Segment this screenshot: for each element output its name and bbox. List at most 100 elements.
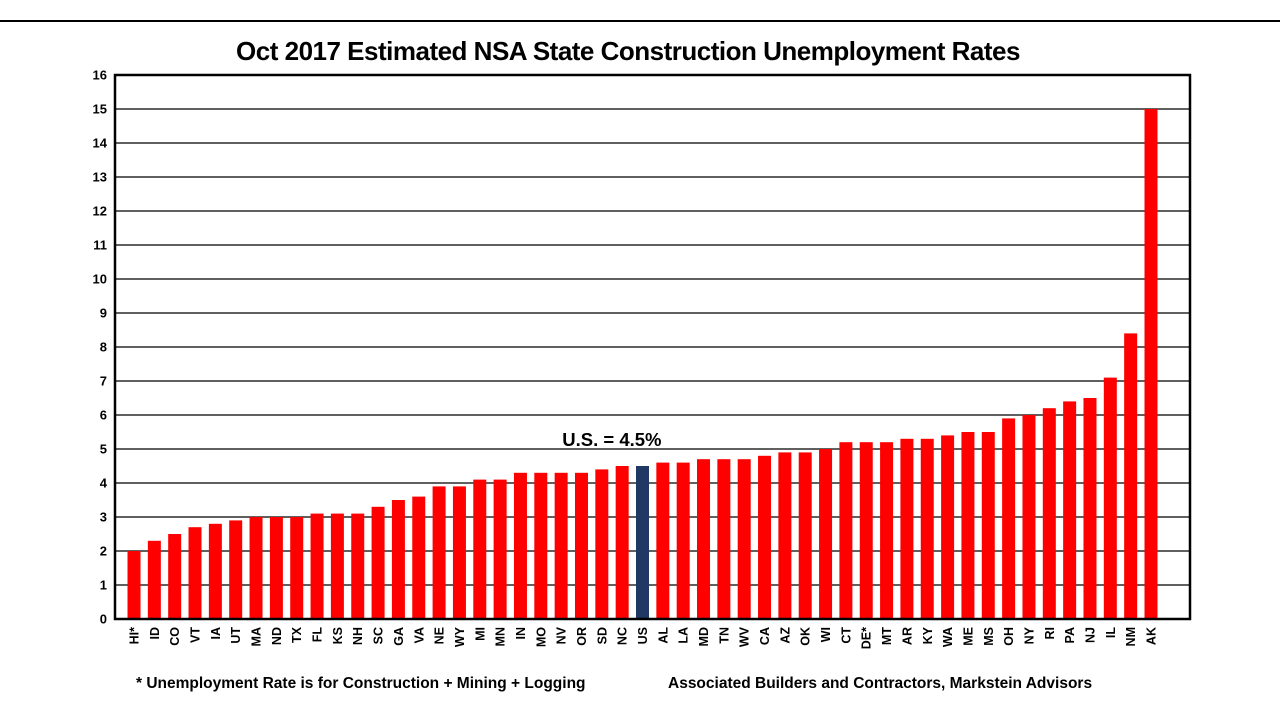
- bar-mt: [880, 442, 894, 619]
- y-tick-label-11: 11: [93, 238, 107, 253]
- x-label-wv: WV: [738, 626, 752, 647]
- bar-or: [574, 472, 588, 619]
- bar-me: [961, 432, 975, 619]
- x-label-ga: GA: [392, 627, 406, 646]
- bar-ca: [758, 455, 772, 619]
- bar-va: [412, 496, 426, 619]
- bar-pa: [1063, 401, 1077, 619]
- bar-nd: [269, 517, 283, 619]
- y-tick-label-4: 4: [100, 476, 108, 491]
- x-label-nv: NV: [555, 626, 569, 644]
- x-label-ms: MS: [982, 627, 996, 646]
- bar-oh: [1002, 418, 1016, 619]
- bar-ut: [229, 520, 243, 619]
- footnote-definition: * Unemployment Rate is for Construction …: [136, 675, 586, 692]
- x-label-wi: WI: [819, 627, 833, 642]
- bar-ky: [920, 438, 934, 619]
- x-label-va: VA: [412, 627, 426, 643]
- x-label-fl: FL: [311, 627, 325, 643]
- y-tick-label-2: 2: [100, 544, 107, 559]
- x-label-nj: NJ: [1083, 627, 1097, 643]
- x-label-nh: NH: [351, 627, 365, 645]
- x-label-mi: MI: [473, 627, 487, 641]
- x-label-nm: NM: [1124, 627, 1138, 646]
- bar-al: [656, 462, 670, 619]
- bar-az: [778, 452, 792, 619]
- bar-wy: [452, 486, 466, 619]
- y-tick-label-8: 8: [100, 340, 107, 355]
- y-tick-label-14: 14: [93, 136, 108, 151]
- bar-ny: [1022, 415, 1036, 619]
- x-label-or: OR: [575, 627, 589, 646]
- x-label-mt: MT: [880, 627, 894, 645]
- bar-nm: [1124, 333, 1138, 619]
- bar-ak: [1144, 109, 1158, 619]
- x-label-mo: MO: [534, 627, 548, 647]
- bar-ok: [798, 452, 812, 619]
- y-tick-label-5: 5: [100, 442, 107, 457]
- bar-nj: [1083, 398, 1097, 619]
- y-tick-label-7: 7: [100, 374, 107, 389]
- bar-tx: [290, 517, 304, 619]
- bar-sd: [595, 469, 609, 619]
- x-label-nc: NC: [616, 627, 630, 645]
- footnote-source: Associated Builders and Contractors, Mar…: [668, 675, 1093, 692]
- x-label-az: AZ: [778, 627, 792, 644]
- x-label-ak: AK: [1145, 627, 1159, 645]
- x-label-la: LA: [677, 627, 691, 644]
- x-label-ar: AR: [900, 627, 914, 645]
- x-label-ct: CT: [839, 627, 853, 644]
- bar-hi: [127, 551, 141, 619]
- x-label-wy: WY: [453, 626, 467, 647]
- bar-fl: [310, 513, 324, 619]
- x-label-wa: WA: [941, 627, 955, 647]
- bar-ma: [249, 517, 263, 619]
- x-label-ia: IA: [209, 627, 223, 640]
- bar-ri: [1042, 408, 1056, 619]
- bar-mn: [493, 479, 507, 619]
- bar-tn: [717, 459, 731, 619]
- bar-ga: [391, 500, 405, 619]
- y-tick-label-12: 12: [93, 204, 107, 219]
- x-label-hi: HI*: [128, 627, 142, 645]
- x-label-ca: CA: [758, 627, 772, 645]
- y-tick-label-1: 1: [100, 578, 107, 593]
- chart-title: Oct 2017 Estimated NSA State Constructio…: [236, 36, 1020, 66]
- bar-nh: [351, 513, 365, 619]
- bar-co: [168, 534, 182, 619]
- x-label-id: ID: [148, 627, 162, 640]
- bar-wv: [737, 459, 751, 619]
- y-tick-label-16: 16: [93, 68, 107, 83]
- bar-wa: [941, 435, 955, 619]
- bar-mo: [534, 472, 548, 619]
- x-label-de: DE*: [860, 627, 874, 649]
- y-tick-label-9: 9: [100, 306, 107, 321]
- x-label-ok: OK: [799, 627, 813, 646]
- x-label-co: CO: [168, 627, 182, 646]
- bar-ia: [208, 523, 222, 619]
- x-label-me: ME: [961, 627, 975, 646]
- x-label-al: AL: [656, 627, 670, 644]
- x-label-ky: KY: [921, 626, 935, 644]
- bar-nv: [554, 472, 568, 619]
- plot-border: [113, 73, 1192, 621]
- x-label-us: US: [636, 627, 650, 644]
- bar-wi: [819, 449, 833, 619]
- x-label-mn: MN: [494, 627, 508, 646]
- x-label-ma: MA: [250, 627, 264, 646]
- bar-us: [636, 466, 649, 619]
- bar-ms: [981, 432, 995, 619]
- x-label-vt: VT: [189, 627, 203, 643]
- x-label-oh: OH: [1002, 627, 1016, 646]
- bar-nc: [615, 466, 629, 619]
- x-label-tn: TN: [717, 627, 731, 644]
- bar-ar: [900, 438, 914, 619]
- bar-sc: [371, 506, 385, 619]
- bar-vt: [188, 527, 202, 619]
- bar-la: [676, 462, 690, 619]
- x-label-il: IL: [1104, 627, 1118, 638]
- bar-md: [697, 459, 711, 619]
- bar-ks: [330, 513, 344, 619]
- x-label-sd: SD: [595, 627, 609, 644]
- x-label-ny: NY: [1022, 626, 1036, 644]
